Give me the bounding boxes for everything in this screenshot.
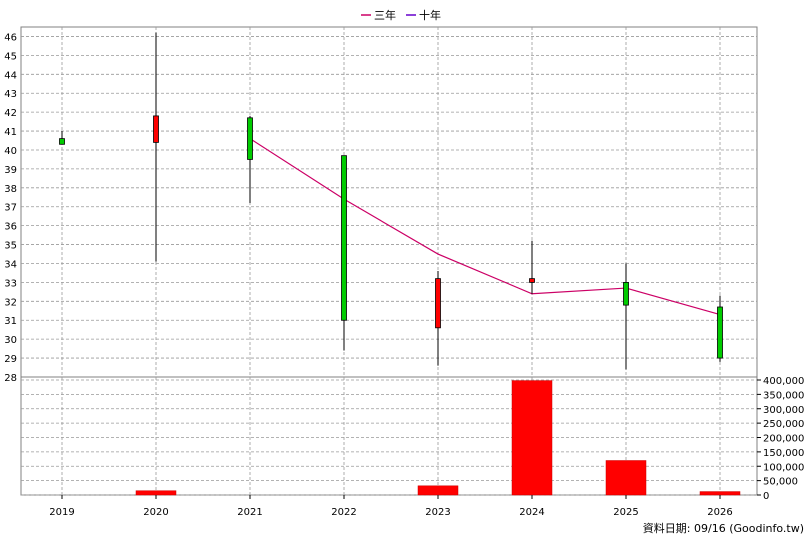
price-y-tick-label: 32 [4, 297, 17, 308]
price-y-tick-label: 28 [4, 373, 17, 384]
volume-bar [511, 380, 553, 496]
candle-body [623, 282, 629, 306]
price-y-tick-label: 42 [4, 108, 17, 119]
volume-y-tick-label: 50,000 [763, 477, 798, 488]
price-panel: 28 29 30 31 32 33 34 35 36 37 38 39 40 41 42 43 44 45 46 [4, 26, 758, 384]
candle-body [59, 138, 65, 145]
price-y-tick-label: 37 [4, 203, 17, 214]
x-tick-label: 2020 [143, 507, 168, 518]
x-tick-label: 2024 [519, 507, 544, 518]
candle-body [247, 117, 253, 160]
three-year-average-line [249, 138, 721, 316]
price-y-tick-label: 31 [4, 316, 17, 327]
volume-panel: 0 50,000 100,000 150,000 200,000 250,000 300,0… [20, 376, 804, 502]
x-tick-label: 2021 [237, 507, 262, 518]
price-y-tick-label: 45 [4, 51, 17, 62]
data-date-footer: 資料日期: 09/16 (Goodinfo.tw) [643, 521, 804, 535]
legend-label-ten-year: 十年 [419, 8, 441, 22]
volume-y-tick-label: 0 [763, 491, 769, 502]
x-axis: 2019 2020 2021 2022 2023 2024 2025 2026 [49, 495, 733, 518]
x-tick-label: 2023 [425, 507, 450, 518]
price-y-tick-label: 43 [4, 89, 17, 100]
volume-bar [605, 460, 647, 496]
volume-y-tick-label: 150,000 [763, 448, 804, 459]
price-y-tick-label: 29 [4, 354, 17, 365]
price-y-tick-label: 41 [4, 127, 17, 138]
volume-y-tick-label: 400,000 [763, 376, 804, 387]
price-y-tick-label: 35 [4, 241, 17, 252]
legend-label-three-year: 三年 [374, 8, 396, 22]
volume-bar [417, 485, 459, 496]
price-y-tick-label: 40 [4, 146, 17, 157]
candle-body [435, 278, 441, 329]
price-y-tick-label: 33 [4, 278, 17, 289]
price-y-tick-label: 46 [4, 32, 17, 43]
volume-y-tick-label: 200,000 [763, 434, 804, 445]
volume-bar [135, 490, 177, 496]
candle-body [341, 155, 347, 321]
candle-body [153, 115, 159, 143]
x-tick-label: 2026 [707, 507, 732, 518]
legend: 三年 十年 [361, 8, 441, 22]
x-tick-label: 2019 [49, 507, 74, 518]
volume-y-tick-label: 300,000 [763, 405, 804, 416]
x-tick-label: 2022 [331, 507, 356, 518]
volume-bar [699, 491, 741, 496]
price-y-tick-label: 34 [4, 259, 17, 270]
price-y-tick-label: 39 [4, 165, 17, 176]
candle-body [529, 278, 535, 283]
price-plot-frame [20, 26, 758, 378]
price-y-tick-label: 44 [4, 70, 17, 81]
price-y-tick-label: 38 [4, 184, 17, 195]
candle-body [717, 306, 723, 359]
price-y-tick-label: 30 [4, 335, 17, 346]
volume-y-tick-label: 250,000 [763, 419, 804, 430]
volume-y-tick-label: 100,000 [763, 462, 804, 473]
x-tick-label: 2025 [613, 507, 638, 518]
price-y-tick-label: 36 [4, 222, 17, 233]
volume-y-tick-label: 350,000 [763, 390, 804, 401]
